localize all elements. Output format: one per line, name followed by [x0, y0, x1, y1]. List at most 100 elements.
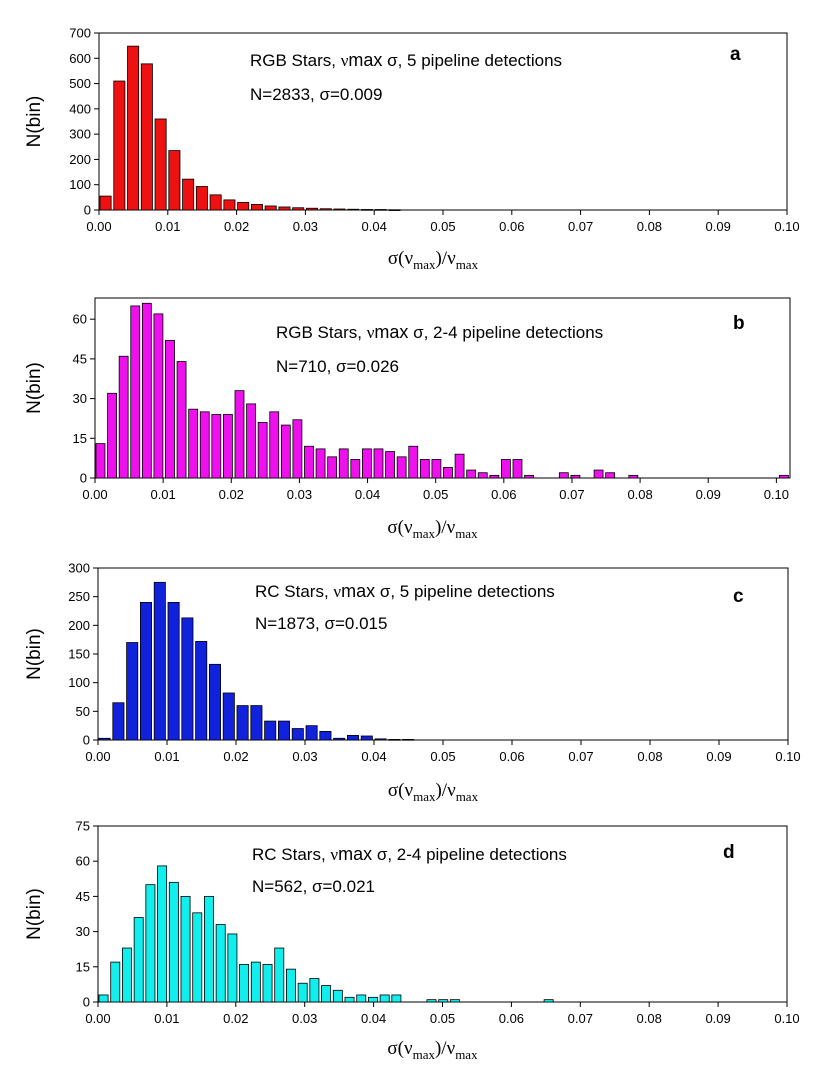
- histogram-bar: [236, 705, 249, 741]
- y-tick-label: 45: [73, 351, 87, 366]
- y-tick-label: 600: [69, 51, 91, 66]
- y-tick-label: 400: [69, 101, 91, 116]
- histogram-bar: [361, 209, 374, 211]
- x-tick-label: 0.09: [706, 219, 731, 234]
- panel-letter: b: [733, 313, 745, 334]
- histogram-bar: [215, 924, 226, 1003]
- x-tick-label: 0.09: [705, 1011, 730, 1026]
- x-tick-label: 0.05: [430, 749, 455, 764]
- panel-b: 0 15 30 45 60 0.00 0.01 0.02 0.03 0.04 0.05 0.06 0.0…: [24, 297, 791, 541]
- histogram-bar: [107, 392, 117, 479]
- histogram-bar: [605, 472, 616, 479]
- histogram-bar: [139, 602, 152, 741]
- x-tick-label: 0.03: [293, 219, 318, 234]
- histogram-bar: [140, 63, 153, 211]
- x-tick-label: 0.00: [85, 749, 110, 764]
- panel-letter: c: [733, 586, 744, 607]
- x-axis-label: σ(νmax)/νmax: [387, 517, 478, 541]
- x-tick-label: 0.01: [150, 487, 175, 502]
- histogram-bar: [199, 411, 210, 479]
- histogram-bar: [188, 408, 199, 479]
- panel-title-line1: RGB Stars, νmax σ, 2-4 pipeline detectio…: [276, 322, 603, 342]
- histogram-bar: [315, 448, 326, 479]
- histogram-bar: [570, 474, 581, 479]
- histogram-bar: [250, 961, 261, 1003]
- histogram-bar: [127, 45, 140, 211]
- x-tick-label: 0.10: [775, 749, 800, 764]
- y-axis-label: N(bin): [24, 96, 45, 148]
- histogram-bar: [286, 968, 296, 1003]
- histogram-bar: [126, 642, 139, 741]
- histogram-bar: [333, 737, 346, 741]
- histogram-bar: [130, 305, 141, 479]
- histogram-bar: [501, 459, 511, 479]
- histogram-bar: [558, 472, 569, 479]
- histogram-bar: [388, 739, 401, 741]
- histogram-bar: [327, 456, 338, 479]
- x-tick-label: 0.06: [499, 219, 524, 234]
- panel-title-line2: N=1873, σ=0.015: [255, 614, 387, 633]
- y-tick-label: 15: [73, 431, 87, 446]
- histogram-bar: [278, 206, 291, 211]
- histogram-bar: [438, 999, 449, 1003]
- y-tick-label: 50: [76, 704, 90, 719]
- panel-title-line1: RC Stars, νmax σ, 5 pipeline detections: [255, 581, 555, 601]
- x-tick-label: 0.08: [637, 219, 662, 234]
- histogram-bar: [489, 474, 500, 479]
- panel-a: 0 100 200 300 400 500 600 700 0.00 0.01 0.02 0.03 0.…: [24, 26, 800, 273]
- histogram-bar: [211, 414, 222, 479]
- histogram-bar: [157, 865, 168, 1003]
- histogram-bar: [223, 414, 233, 479]
- x-tick-label: 0.01: [154, 1011, 179, 1026]
- panel-letter: a: [730, 44, 741, 65]
- histogram-bar: [385, 451, 395, 479]
- x-tick-label: 0.03: [287, 487, 312, 502]
- y-tick-label: 0: [83, 733, 90, 748]
- histogram-bar: [208, 663, 221, 741]
- histogram-bar: [168, 150, 181, 211]
- histogram-bar: [118, 355, 129, 479]
- x-tick-label: 0.08: [637, 749, 662, 764]
- y-axis-label: N(bin): [24, 628, 45, 680]
- histogram-bar: [332, 989, 343, 1003]
- histogram-bar: [280, 424, 291, 479]
- histogram-bar: [305, 725, 318, 741]
- x-tick-label: 0.03: [292, 749, 317, 764]
- y-axis-label: N(bin): [24, 362, 45, 414]
- panel-title-line1: RC Stars, νmax σ, 2-4 pipeline detection…: [252, 844, 567, 864]
- y-tick-label: 0: [83, 995, 90, 1010]
- y-tick-label: 30: [76, 924, 90, 939]
- x-tick-label: 0.02: [224, 219, 249, 234]
- panel-title-line2: N=562, σ=0.021: [252, 877, 375, 896]
- histogram-bar: [98, 994, 109, 1003]
- x-tick-label: 0.06: [491, 487, 516, 502]
- histogram-bar: [112, 702, 125, 741]
- histogram-bar: [431, 459, 442, 479]
- histogram-bar: [374, 738, 387, 741]
- histogram-bar: [362, 448, 372, 479]
- y-tick-label: 60: [73, 312, 87, 327]
- x-tick-label: 0.07: [559, 487, 584, 502]
- histogram-bar: [346, 735, 359, 741]
- histogram-bar: [227, 933, 238, 1003]
- x-tick-label: 0.00: [82, 487, 107, 502]
- y-tick-label: 0: [84, 203, 91, 218]
- x-tick-label: 0.01: [154, 749, 179, 764]
- histogram-bar: [593, 469, 604, 479]
- histogram-bar: [297, 982, 308, 1003]
- y-tick-label: 15: [76, 959, 90, 974]
- x-tick-label: 0.09: [706, 749, 731, 764]
- histogram-bar: [145, 884, 156, 1003]
- histogram-bar: [344, 996, 355, 1003]
- x-tick-label: 0.04: [361, 1011, 386, 1026]
- histogram-bar: [356, 994, 367, 1003]
- histogram-bar: [223, 199, 236, 211]
- y-tick-label: 30: [73, 391, 87, 406]
- histogram-bar: [209, 194, 222, 211]
- x-tick-label: 0.05: [430, 219, 455, 234]
- histogram-bar: [113, 80, 126, 211]
- histogram-bar: [277, 720, 290, 741]
- histogram-bar: [168, 881, 179, 1003]
- y-tick-label: 60: [76, 854, 90, 869]
